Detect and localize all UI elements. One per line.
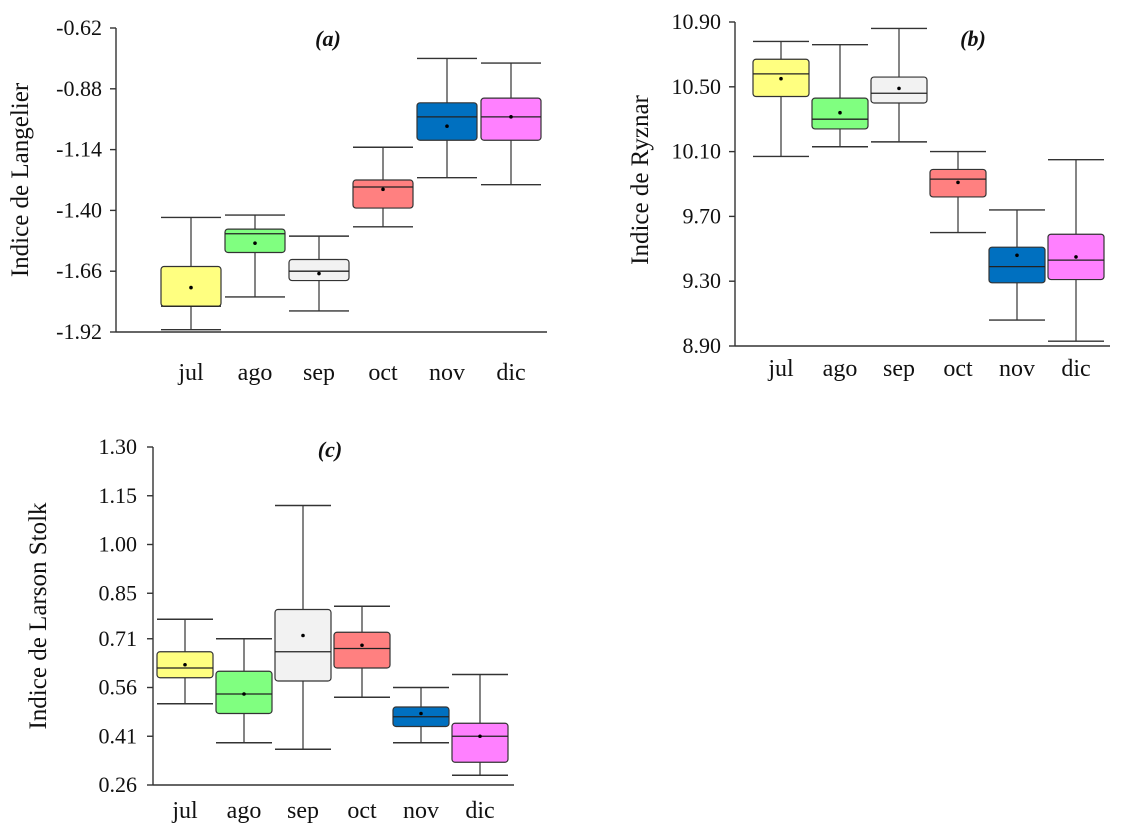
x-category-label: ago <box>823 356 858 382</box>
box-nov <box>392 686 450 744</box>
y-tick-label: 10.90 <box>672 9 722 34</box>
box-sep <box>870 27 928 143</box>
x-category-label: jul <box>171 798 198 824</box>
mean-marker <box>838 110 842 115</box>
chart-panel-a: -0.62 -0.88 -1.14 -1.40 -1.66 -1.92 Indice de … <box>7 15 547 386</box>
box-dic <box>1047 158 1105 342</box>
box-oct <box>333 605 391 698</box>
y-tick-label: 8.90 <box>683 333 722 358</box>
y-tick-label: -1.66 <box>56 258 102 283</box>
x-category-label: ago <box>238 360 273 386</box>
x-category-label: ago <box>227 798 262 824</box>
y-tick-label: 10.50 <box>672 74 722 99</box>
box-oct <box>352 146 414 228</box>
box-iqr <box>224 228 286 254</box>
x-category-label: jul <box>767 356 794 382</box>
box-dic <box>451 673 509 776</box>
x-category-label: oct <box>368 360 398 386</box>
box-nov <box>416 57 478 179</box>
y-tick-label: -1.14 <box>56 137 102 162</box>
box-oct <box>929 150 987 234</box>
box-iqr <box>288 258 350 282</box>
box-dic <box>480 62 542 186</box>
chart-panel-b: 10.90 10.50 10.10 9.70 9.30 8.90 Indice de Ryz… <box>627 9 1110 382</box>
box-jul <box>752 40 810 158</box>
y-axis-title: Indice de Langelier <box>7 82 34 277</box>
x-category-label: nov <box>429 360 465 386</box>
box-nov <box>988 209 1046 321</box>
x-category-label: dic <box>496 360 525 386</box>
mean-marker <box>381 187 385 192</box>
box-jul <box>160 216 222 331</box>
x-category-label: sep <box>287 798 319 824</box>
y-tick-label: -1.40 <box>56 197 102 222</box>
box-iqr <box>451 722 509 763</box>
x-category-label: nov <box>403 798 439 824</box>
box-iqr <box>333 631 391 669</box>
mean-marker <box>445 124 449 129</box>
mean-marker <box>360 643 364 648</box>
box-jul <box>156 618 214 705</box>
box-iqr <box>416 102 478 141</box>
chart-panel-c: 1.30 1.15 1.00 0.85 0.71 0.56 0.41 0.26 Indice d… <box>25 434 514 824</box>
y-axis-title: Indice de Ryznar <box>627 94 654 264</box>
y-tick-label: 0.41 <box>99 723 138 748</box>
mean-marker <box>897 86 901 91</box>
x-category-label: jul <box>177 360 204 386</box>
y-tick-label: -0.88 <box>56 76 102 101</box>
y-axis-title: Indice de Larson Stolk <box>25 502 52 730</box>
y-tick-label: 10.10 <box>672 139 722 164</box>
box-sep <box>274 504 332 750</box>
box-iqr <box>352 179 414 209</box>
x-category-label: oct <box>347 798 377 824</box>
mean-marker <box>956 180 960 185</box>
box-sep <box>288 235 350 312</box>
panel-title: (a) <box>315 26 341 51</box>
box-ago <box>215 638 273 744</box>
mean-marker <box>419 711 423 716</box>
mean-marker <box>189 285 193 290</box>
mean-marker <box>1074 255 1078 259</box>
y-tick-label: 0.71 <box>99 626 138 651</box>
mean-marker <box>779 76 783 81</box>
x-category-label: oct <box>943 356 973 382</box>
y-tick-label: 0.85 <box>99 580 138 605</box>
box-ago <box>811 43 869 148</box>
x-category-label: dic <box>465 798 494 824</box>
y-tick-label: 0.56 <box>99 675 138 700</box>
x-category-label: nov <box>999 356 1035 382</box>
y-tick-label: 9.70 <box>683 203 722 228</box>
x-category-label: sep <box>303 360 335 386</box>
mean-marker <box>242 692 246 696</box>
box-iqr <box>274 608 332 682</box>
mean-marker <box>509 115 513 119</box>
mean-marker <box>478 734 482 739</box>
mean-marker <box>317 271 321 276</box>
y-tick-label: 1.00 <box>99 532 138 557</box>
y-tick-label: 1.30 <box>99 434 138 459</box>
mean-marker <box>1015 253 1019 258</box>
mean-marker <box>301 633 305 638</box>
y-tick-label: 0.26 <box>99 772 138 797</box>
box-iqr <box>988 246 1046 284</box>
panel-title: (c) <box>318 437 342 462</box>
y-tick-label: 9.30 <box>683 268 722 293</box>
x-category-label: sep <box>883 356 915 382</box>
mean-marker <box>183 662 187 667</box>
box-iqr <box>480 97 542 141</box>
box-ago <box>224 214 286 298</box>
y-tick-label: 1.15 <box>99 483 138 508</box>
panel-title: (b) <box>960 26 986 51</box>
x-category-label: dic <box>1061 356 1090 382</box>
mean-marker <box>253 241 257 245</box>
y-tick-label: -1.92 <box>56 319 102 344</box>
y-tick-label: -0.62 <box>56 15 102 40</box>
